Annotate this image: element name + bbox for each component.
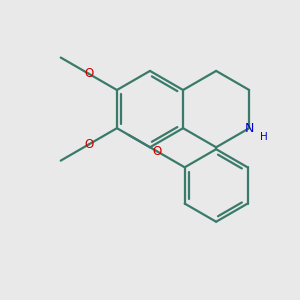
Text: O: O — [84, 67, 94, 80]
Text: O: O — [152, 145, 161, 158]
Text: H: H — [260, 132, 268, 142]
Text: O: O — [84, 138, 94, 151]
Text: N: N — [244, 122, 254, 135]
